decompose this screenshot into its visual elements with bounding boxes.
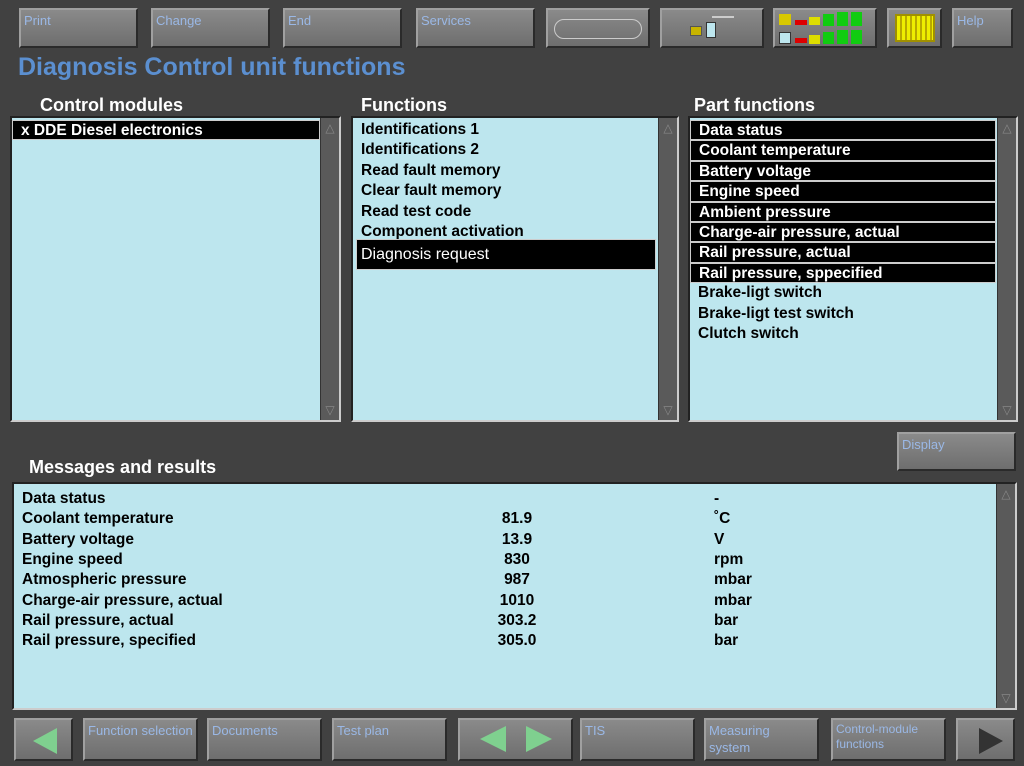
result-label: Engine speed	[22, 550, 123, 568]
functions-header: Functions	[361, 95, 447, 115]
result-row: Rail pressure, specified 305.0 bar	[22, 632, 985, 652]
list-item[interactable]: Identifications 2	[361, 141, 479, 159]
list-item[interactable]: Rail pressure, sppecified	[690, 262, 996, 284]
scroll-down-icon[interactable]: ▽	[1001, 691, 1011, 705]
result-unit: -	[714, 490, 720, 507]
list-item-selected[interactable]: Diagnosis request	[356, 238, 656, 270]
signal-button[interactable]	[773, 8, 877, 48]
scroll-up-icon[interactable]: △	[1001, 487, 1011, 501]
scroll-down-icon[interactable]: ▽	[663, 403, 673, 417]
scroll-up-icon[interactable]: △	[1002, 121, 1012, 135]
result-row: Engine speed 830 rpm	[22, 551, 985, 571]
control-module-functions-button[interactable]: Control-module functions	[831, 718, 946, 761]
result-unit: mbar	[714, 591, 752, 609]
change-button[interactable]: Change	[151, 8, 270, 48]
test-plan-button[interactable]: Test plan	[332, 718, 447, 761]
result-label: Rail pressure, actual	[22, 611, 174, 629]
result-unit: V	[714, 530, 725, 548]
list-item[interactable]: Brake-ligt test switch	[698, 304, 854, 322]
result-row: Atmospheric pressure 987 mbar	[22, 571, 985, 591]
result-label: Rail pressure, specified	[22, 632, 197, 650]
result-row: Coolant temperature 81.9 ˚C	[22, 510, 985, 530]
result-label: Atmospheric pressure	[22, 571, 187, 589]
result-value: 13.9	[501, 530, 533, 548]
forward-button[interactable]	[956, 718, 1015, 761]
list-item[interactable]: Battery voltage	[690, 160, 996, 182]
control-modules-list[interactable]: x DDE Diesel electronics △ ▽	[10, 116, 341, 422]
result-row: Data status -	[22, 490, 985, 510]
result-row: Charge-air pressure, actual 1010 mbar	[22, 592, 985, 612]
scrollbar[interactable]: △ ▽	[997, 118, 1016, 420]
list-item[interactable]: Ambient pressure	[690, 201, 996, 222]
measuring-system-button[interactable]: Measuring system	[704, 718, 819, 761]
result-value: 303.2	[497, 611, 537, 629]
functions-list[interactable]: Identifications 1 Identifications 2 Read…	[351, 116, 679, 422]
back-button[interactable]	[14, 718, 73, 761]
list-item[interactable]: Data status	[690, 120, 996, 141]
result-value: 305.0	[497, 632, 537, 650]
list-item[interactable]: Charge-air pressure, actual	[690, 221, 996, 243]
result-row: Battery voltage 13.9 V	[22, 531, 985, 551]
list-item[interactable]: Brake-ligt switch	[698, 284, 823, 302]
documents-button[interactable]: Documents	[207, 718, 322, 761]
result-row: Rail pressure, actual 303.2 bar	[22, 612, 985, 632]
list-item-dde[interactable]: x DDE Diesel electronics	[12, 120, 320, 141]
result-unit: mbar	[714, 571, 752, 589]
arrow-left-icon	[33, 728, 57, 754]
list-item[interactable]: Read test code	[361, 202, 472, 220]
print-button[interactable]: Print	[19, 8, 138, 48]
scroll-down-icon[interactable]: ▽	[325, 403, 335, 417]
connector-icon	[895, 14, 935, 42]
messages-header: Messages and results	[29, 457, 217, 477]
pipe-button[interactable]	[546, 8, 650, 48]
result-unit: ˚C	[714, 510, 731, 528]
list-item[interactable]: Clear fault memory	[361, 182, 502, 200]
list-item[interactable]: Engine speed	[690, 181, 996, 202]
scroll-up-icon[interactable]: △	[663, 121, 673, 135]
list-item[interactable]: Clutch switch	[698, 324, 799, 342]
display-button[interactable]: Display	[897, 432, 1016, 471]
result-value: 830	[504, 550, 530, 568]
scroll-down-icon[interactable]: ▽	[1002, 403, 1012, 417]
list-item[interactable]: Read fault memory	[361, 161, 501, 179]
scrollbar[interactable]: △ ▽	[996, 484, 1015, 708]
pipe-icon	[554, 19, 642, 39]
result-label: Coolant temperature	[22, 510, 174, 528]
part-functions-list[interactable]: Data status Coolant temperature Battery …	[688, 116, 1018, 422]
connection-icon	[690, 26, 702, 36]
result-label: Charge-air pressure, actual	[22, 591, 223, 609]
function-selection-button[interactable]: Function selection	[83, 718, 198, 761]
list-item[interactable]: Rail pressure, actual	[690, 242, 996, 263]
arrow-right-icon[interactable]	[526, 726, 552, 752]
list-item[interactable]: Identifications 1	[361, 121, 479, 138]
scroll-up-icon[interactable]: △	[325, 121, 335, 135]
connection-button[interactable]	[660, 8, 764, 48]
list-item[interactable]: Component activation	[361, 222, 524, 239]
arrow-left-icon[interactable]	[480, 726, 506, 752]
help-button[interactable]: Help	[952, 8, 1013, 48]
list-item[interactable]: Coolant temperature	[690, 140, 996, 161]
connector-button[interactable]	[887, 8, 942, 48]
part-functions-header: Part functions	[694, 95, 816, 115]
control-modules-header: Control modules	[40, 95, 183, 115]
result-value: 81.9	[501, 510, 533, 528]
end-button[interactable]: End	[283, 8, 402, 48]
result-value: 1010	[499, 591, 535, 609]
result-unit: bar	[714, 611, 739, 629]
services-button[interactable]: Services	[416, 8, 535, 48]
page-navigation-button[interactable]	[458, 718, 573, 761]
messages-panel: △ ▽ Data status - Coolant temperature 81.9…	[12, 482, 1017, 710]
result-unit: rpm	[714, 550, 744, 568]
signal-strength-icon	[779, 12, 875, 46]
result-label: Data status	[22, 490, 106, 507]
result-unit: bar	[714, 632, 739, 650]
scrollbar[interactable]: △ ▽	[658, 118, 677, 420]
result-value: 987	[504, 571, 530, 589]
arrow-right-icon	[979, 728, 1003, 754]
result-label: Battery voltage	[22, 530, 134, 548]
scrollbar[interactable]: △ ▽	[320, 118, 339, 420]
page-title: Diagnosis Control unit functions	[18, 53, 406, 81]
tis-button[interactable]: TIS	[580, 718, 695, 761]
